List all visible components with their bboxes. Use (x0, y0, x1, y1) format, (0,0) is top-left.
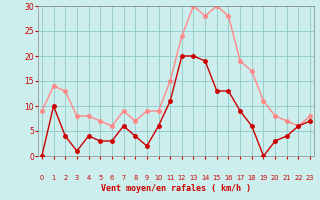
X-axis label: Vent moyen/en rafales ( km/h ): Vent moyen/en rafales ( km/h ) (101, 184, 251, 193)
